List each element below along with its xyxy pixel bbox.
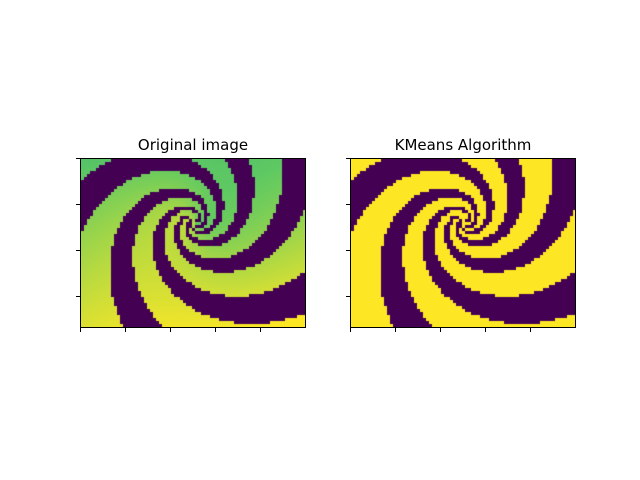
x-tick — [215, 328, 216, 332]
kmeans-title: KMeans Algorithm — [394, 136, 532, 154]
y-tick — [76, 250, 80, 251]
y-tick — [76, 296, 80, 297]
y-tick — [346, 250, 350, 251]
x-tick — [170, 328, 171, 332]
kmeans-segmentation-heatmap — [351, 159, 575, 327]
x-tick — [440, 328, 441, 332]
y-tick — [346, 204, 350, 205]
y-tick — [346, 158, 350, 159]
y-tick — [76, 158, 80, 159]
x-tick — [485, 328, 486, 332]
x-tick — [80, 328, 81, 332]
original-image-heatmap — [81, 159, 305, 327]
x-tick — [395, 328, 396, 332]
x-tick — [125, 328, 126, 332]
y-tick — [346, 296, 350, 297]
kmeans-axes — [350, 158, 576, 328]
original-image-title: Original image — [137, 136, 249, 154]
x-tick — [530, 328, 531, 332]
y-tick — [76, 204, 80, 205]
x-tick — [350, 328, 351, 332]
original-image-axes — [80, 158, 306, 328]
x-tick — [260, 328, 261, 332]
